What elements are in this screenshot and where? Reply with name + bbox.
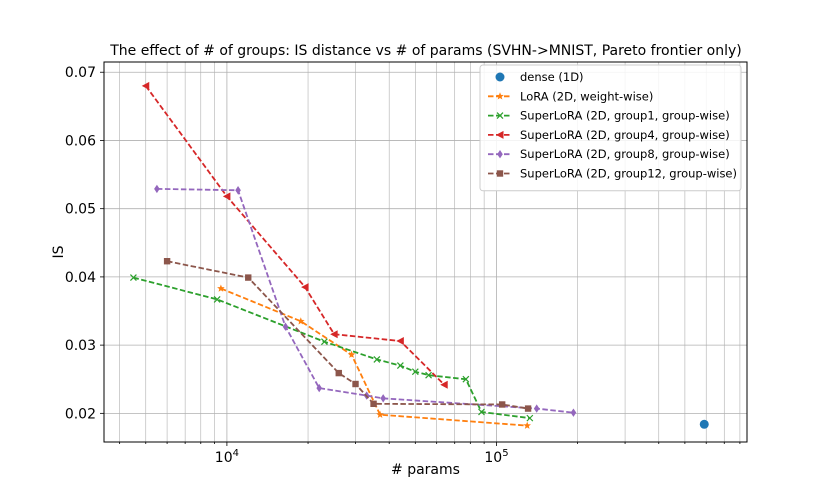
data-point [320,338,328,346]
data-point [141,81,150,90]
series-2 [129,274,534,422]
legend-entry: SuperLoRA (2D, group8, group-wise) [488,147,730,161]
x-tick-label-base: 10 [215,450,233,466]
y-tick-label: 0.05 [65,202,96,218]
data-point [380,394,386,403]
legend-entry: dense (1D) [495,70,584,84]
data-point [376,410,384,418]
series-5 [163,258,532,412]
series-1 [217,284,531,429]
data-point [524,405,532,412]
legend-marker [496,130,504,139]
legend-box [479,64,742,192]
chart-title: The effect of # of groups: IS distance v… [109,43,742,59]
data-point [425,371,433,379]
data-point [330,330,338,339]
series-0 [699,419,709,429]
legend-entry: SuperLoRA (2D, group4, group-wise) [488,128,730,142]
series-4 [154,184,577,417]
data-point [347,350,356,358]
data-point [129,274,137,282]
data-point [570,408,577,417]
y-tick-label: 0.03 [65,338,96,354]
plot-frame [103,61,748,443]
series-layer [129,81,709,429]
x-tick-label: 104 [215,448,239,466]
legend-label: SuperLoRA (2D, group4, group-wise) [520,128,730,142]
data-point [440,380,448,389]
y-tick-label: 0.02 [65,406,96,422]
legend: dense (1D) LoRA (2D, weight-wise) SuperLoR… [479,64,742,192]
data-point [498,401,506,408]
data-point [222,192,231,201]
y-axis-label: IS [51,245,67,258]
legend-label: SuperLoRA (2D, group12, group-wise) [520,167,737,181]
data-point [316,383,323,393]
data-point [335,369,342,377]
x-tick-label-exponent: 4 [233,448,239,459]
y-tick-label: 0.06 [65,133,96,149]
data-point [411,368,419,376]
legend-entry: SuperLoRA (2D, group1, group-wise) [488,109,730,123]
x-tick-label-exponent: 5 [502,448,508,459]
data-point [523,421,531,429]
y-tick-label: 0.07 [65,65,96,81]
legend-label: SuperLoRA (2D, group1, group-wise) [520,109,730,123]
data-point [373,356,381,363]
data-point [213,295,221,303]
legend-marker [495,72,505,82]
grid [104,62,747,442]
legend-marker [496,92,504,100]
data-point [396,362,404,370]
data-point [154,184,160,194]
data-point [396,337,404,346]
y-tick-label: 0.04 [65,270,96,286]
series-3 [141,81,448,389]
data-point [533,404,540,413]
legend-marker [496,112,504,120]
x-tick-label: 105 [484,448,508,466]
legend-marker [496,170,504,177]
data-point [297,317,305,325]
legend-entry: LoRA (2D, weight-wise) [488,89,653,103]
data-point [462,375,470,383]
data-point [699,419,709,429]
series-line [156,187,574,414]
data-point [282,322,289,331]
data-point [301,283,309,292]
data-point [235,186,241,195]
data-point [478,408,485,416]
data-point [526,414,534,422]
series-line [133,276,530,420]
data-point [370,400,377,407]
data-point [163,258,171,265]
legend-entry: SuperLoRA (2D, group12, group-wise) [488,167,737,181]
data-point [352,380,359,388]
x-tick-label-base: 10 [484,450,502,466]
legend-label: LoRA (2D, weight-wise) [520,89,653,103]
legend-label: SuperLoRA (2D, group8, group-wise) [520,147,730,161]
legend-label: dense (1D) [520,70,584,84]
legend-marker [497,150,503,159]
data-point [245,274,252,281]
x-axis-label: # params [391,462,460,478]
series-line [145,85,445,386]
data-point [217,284,225,292]
